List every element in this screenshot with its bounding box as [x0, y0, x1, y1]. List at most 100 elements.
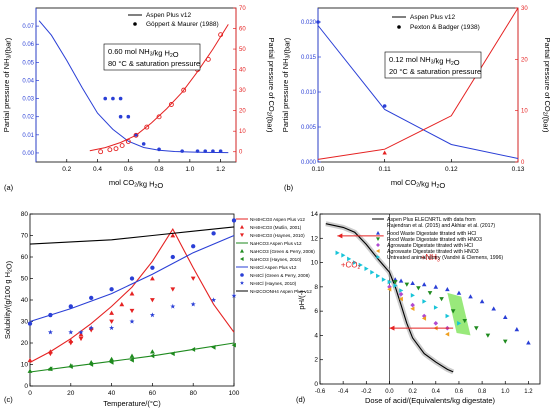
- panel-a-point: [211, 149, 215, 153]
- panel-b-ytick-left-label: 0.000: [301, 160, 317, 166]
- panel-d-point: [479, 299, 485, 304]
- panel-d-arrow-head: [389, 325, 395, 331]
- panel-c-point: [68, 341, 74, 346]
- panel-c-point: [150, 265, 155, 270]
- panel-d-frame: [319, 213, 541, 385]
- panel-d-annotation-nh3: +NH3: [421, 253, 440, 264]
- panel-c-legend-label: NaHCO3 (Haynes, 2010): [250, 257, 302, 262]
- panel-a-point: [205, 56, 211, 62]
- panel-c-point: [129, 353, 135, 358]
- panel-d-point: [393, 283, 398, 288]
- panel-d-point: [387, 279, 392, 285]
- panel-a-xtick-label: 0.8: [155, 166, 164, 173]
- panel-a-ytick-left-label: 0.03: [22, 97, 34, 103]
- panel-d-point: [370, 269, 375, 275]
- panel-d-ytick-label: 12: [311, 235, 319, 242]
- panel-a-xtick-label: 0.4: [93, 166, 102, 173]
- panel-a-point: [181, 87, 187, 93]
- panel-a-point: [113, 146, 119, 152]
- panel-d-legend-swatch: [376, 255, 380, 259]
- panel-d-point: [358, 262, 363, 268]
- panel-a-point: [118, 96, 123, 101]
- panel-a-ytick-left-label: 0.06: [22, 42, 34, 48]
- panel-a-ytick-left-label: 0.01: [22, 133, 34, 139]
- panel-b-xtick-label: 0.12: [445, 166, 458, 173]
- panel-d-point: [450, 309, 456, 314]
- panel-d-legend-label: Untreated animal slurry (Vandré & Clemen…: [387, 255, 503, 261]
- panel-c-point: [211, 231, 216, 236]
- panel-a-point: [118, 114, 123, 119]
- panel-c-point: [170, 303, 176, 309]
- panel-d-point: [398, 278, 404, 283]
- panel-c-series-line: [29, 234, 235, 323]
- panel-d-point: [502, 339, 508, 344]
- panel-c-ytick-label: 70: [21, 233, 29, 240]
- panel-b-legend-dot-swatch: [397, 25, 401, 29]
- panel-c-legend-swatch: [240, 273, 244, 277]
- panel-c-point: [88, 362, 94, 367]
- panel-d-xtick-label: 0.4: [432, 389, 441, 395]
- panel-d-point: [399, 288, 404, 293]
- panel-a-ytick-left-label: 0.02: [22, 115, 34, 121]
- panel-d-point: [421, 316, 427, 321]
- panel-d-xtick-label: 0.0: [385, 389, 394, 395]
- panel-c-point: [89, 295, 94, 301]
- panel-a-ytick-right-label: 30: [239, 88, 246, 94]
- panel-b-point: [382, 150, 387, 155]
- panel-b-xtick-label: 0.13: [512, 166, 525, 173]
- panel-d-xtick-label: 0.6: [455, 389, 464, 395]
- panel-d-point: [410, 293, 415, 298]
- panel-d-legend-label: Agrowaste Digestate titrated with HNO3: [387, 249, 479, 255]
- panel-a-series-line: [89, 24, 229, 152]
- panel-c-point: [48, 351, 53, 357]
- panel-a-point: [107, 147, 113, 153]
- panel-d-point: [439, 297, 444, 302]
- panel-a-ylabel-right: Partial pressure of CO2/(bar): [266, 38, 277, 133]
- panel-d-legend-swatch: [376, 243, 380, 247]
- panel-c-legend-label: NH4Cl (Green & Perry, 2008): [250, 273, 310, 278]
- panel-c-series-line: [29, 226, 235, 245]
- panel-c-legend-swatch: [240, 225, 244, 229]
- panel-d-xtick-label: -0.6: [315, 389, 326, 395]
- panel-c-ytick-label: 20: [21, 340, 29, 347]
- panel-c-point: [47, 329, 53, 335]
- panel-c-point: [129, 357, 134, 363]
- panel-d-point: [376, 273, 381, 279]
- panel-a-ytick-left-label: 0.05: [22, 60, 34, 66]
- panel-c-point: [27, 368, 33, 373]
- panel-a-point: [141, 142, 146, 146]
- panel-a-legend-label: Aspen Plus v12: [146, 12, 192, 19]
- panel-d-legend-label: Food Waste Digestate titrated with HCl: [387, 231, 476, 237]
- panel-d-point: [456, 290, 462, 295]
- panel-c-point: [211, 297, 217, 303]
- panel-c-point: [129, 308, 135, 314]
- panel-d-point: [387, 286, 392, 292]
- panel-d-point: [398, 291, 404, 297]
- panel-a-xtick-label: 1.2: [216, 166, 225, 173]
- panel-a-ytick-left-label: 0.04: [22, 78, 34, 84]
- panel-c-point: [170, 233, 176, 238]
- panel-c-xtick-label: 40: [108, 390, 116, 397]
- panel-b-label: (b): [284, 183, 294, 192]
- panel-a-point: [119, 143, 125, 149]
- panel-c-legend-label: NH4HCO3 Aspen Plus v12: [250, 217, 305, 222]
- panel-d-green-band: [447, 292, 471, 336]
- panel-a-point: [98, 149, 104, 155]
- panel-d-legend-label: Rajendran et al. (2015) and Akhiar et al…: [387, 223, 495, 229]
- panel-c-point: [109, 319, 114, 324]
- panel-b-series-line: [317, 7, 519, 160]
- panel-c-ytick-label: 80: [21, 211, 29, 218]
- panel-a-xtick-label: 0.6: [124, 166, 133, 173]
- panel-a-series-line: [38, 20, 229, 154]
- panel-b-ylabel-left: Partial pressure of NH3/(bar): [281, 37, 292, 132]
- panel-b-legend-label: Pexton & Badger (1938): [410, 24, 480, 31]
- panel-c-point: [27, 321, 33, 326]
- panel-c-ylabel: Solubility/(g/100 g H2O): [3, 260, 14, 339]
- panel-c-point: [211, 344, 216, 350]
- panel-b-series-line: [317, 25, 519, 159]
- panel-d-point: [433, 305, 439, 310]
- panel-c-xlabel: Temperature/(°C): [103, 399, 161, 408]
- panel-c-ytick-label: 30: [21, 319, 29, 326]
- panel-c-point: [150, 353, 155, 359]
- panel-c-point: [68, 364, 73, 370]
